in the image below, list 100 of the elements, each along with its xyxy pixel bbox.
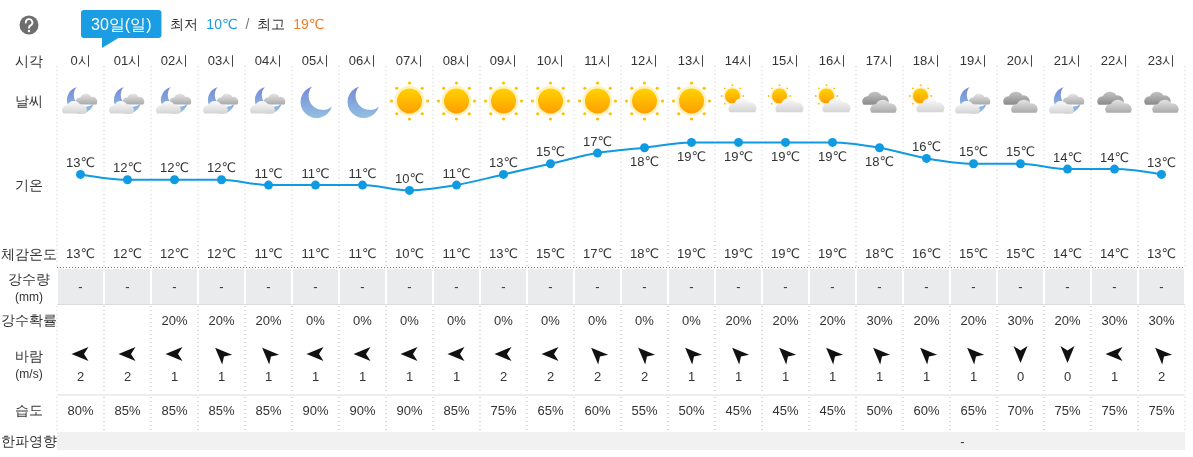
x-tick-label: 05시 <box>301 53 330 68</box>
category-label: 0% <box>447 312 467 328</box>
category-label: 50% <box>866 402 893 418</box>
x-tick-label: 22시 <box>1100 53 1129 68</box>
category-label: 1 <box>405 368 414 384</box>
category-label: - <box>125 278 130 294</box>
point <box>922 153 931 163</box>
data-label: 15℃ <box>958 144 989 160</box>
data-label: 13℃ <box>65 154 96 170</box>
category-label: 19℃ <box>770 246 801 261</box>
x-tick-label: 20시 <box>1006 53 1035 68</box>
category-label: - <box>219 278 224 294</box>
category-label: 19℃ <box>723 246 754 261</box>
category-label: 0 <box>1016 368 1025 384</box>
category-label: 80% <box>67 402 94 418</box>
data-label: 13℃ <box>488 154 519 170</box>
x-tick-label: 04시 <box>254 53 283 68</box>
point <box>499 169 508 179</box>
category-label: 0% <box>541 312 561 328</box>
data-label: 19℃ <box>676 148 707 164</box>
x-tick-label: 01시 <box>113 53 142 68</box>
data-label: 15℃ <box>1005 144 1036 160</box>
category-label: 0% <box>682 312 702 328</box>
data-label: 18℃ <box>864 154 895 170</box>
category-label: 강수확률 <box>1 312 57 328</box>
x-tick-label: 0시 <box>70 53 91 68</box>
category-label: 2 <box>123 368 132 384</box>
point <box>264 180 273 190</box>
category-label: - <box>971 278 976 294</box>
category-label: 2 <box>640 368 649 384</box>
text: 날씨 <box>15 92 43 109</box>
category-label: 20% <box>772 312 799 328</box>
category-label: 체감온도 <box>1 245 57 262</box>
category-label: 60% <box>584 402 611 418</box>
point <box>687 137 696 147</box>
category-label: 1 <box>1110 368 1119 384</box>
category-label: 15℃ <box>1005 246 1036 261</box>
x-tick-label: 19시 <box>959 53 988 68</box>
category-label: 85% <box>114 402 141 418</box>
x-tick-label: 11시 <box>584 53 611 68</box>
point <box>1157 169 1166 179</box>
category-label: 19℃ <box>817 246 848 261</box>
category-label: - <box>266 278 271 294</box>
y-axis-title: 기온 <box>15 176 43 193</box>
category-label: 1 <box>264 368 273 384</box>
category-label: 75% <box>1101 402 1128 418</box>
data-label: 11℃ <box>254 165 283 181</box>
category-label: 65% <box>537 402 564 418</box>
category-label: 20% <box>255 312 282 328</box>
point <box>875 143 884 153</box>
data-label: 17℃ <box>582 133 613 149</box>
x-tick-label: 06시 <box>348 53 377 68</box>
category-label: 1 <box>217 368 226 384</box>
category-label: 0% <box>494 312 514 328</box>
x-tick-label: 02시 <box>160 53 189 68</box>
category-label: 0% <box>400 312 420 328</box>
category-label: 0% <box>635 312 655 328</box>
category-label: - <box>1112 278 1117 294</box>
category-label: 12℃ <box>206 246 237 261</box>
point <box>123 175 132 185</box>
category-label: 85% <box>208 402 235 418</box>
category-label: - <box>924 278 929 294</box>
category-label: 2 <box>546 368 555 384</box>
category-label: 0% <box>588 312 608 328</box>
category-label: 85% <box>255 402 282 418</box>
category-label: 18℃ <box>629 246 660 261</box>
category-label: - <box>78 278 83 294</box>
x-tick-label: 18시 <box>912 53 941 68</box>
category-label: 75% <box>1148 402 1175 418</box>
data-label: 14℃ <box>1052 149 1083 165</box>
chart-title: 30일(일) <box>91 15 152 33</box>
category-label: 30% <box>1101 312 1128 328</box>
category-label: 85% <box>161 402 188 418</box>
x-tick-label: 10시 <box>536 53 565 68</box>
x-tick-label: 23시 <box>1147 53 1176 68</box>
category-label: 13℃ <box>1146 246 1177 261</box>
category-label: 75% <box>490 402 517 418</box>
category-label: 45% <box>772 402 799 418</box>
x-tick-label: 13시 <box>677 53 706 68</box>
x-tick-label: 14시 <box>724 53 753 68</box>
data-label: 11℃ <box>301 165 330 181</box>
category-label: 20% <box>725 312 752 328</box>
category-label: 20% <box>1054 312 1081 328</box>
data-label: 12℃ <box>112 160 143 176</box>
data-label: 18℃ <box>629 154 660 170</box>
data-label: 19℃ <box>723 148 754 164</box>
category-label: - <box>501 278 506 294</box>
category-label: 12℃ <box>159 246 190 261</box>
category-label: 70% <box>1007 402 1034 418</box>
category-label: 1 <box>781 368 790 384</box>
point <box>170 175 179 185</box>
point <box>1063 164 1072 174</box>
point <box>640 143 649 153</box>
category-label: 20% <box>960 312 987 328</box>
category-label: - <box>960 433 965 449</box>
category-label: 1 <box>828 368 837 384</box>
category-label: 한파영향 <box>1 433 57 449</box>
category-label: 65% <box>960 402 987 418</box>
data-label: 12℃ <box>206 160 237 176</box>
category-label: 습도 <box>15 402 43 418</box>
